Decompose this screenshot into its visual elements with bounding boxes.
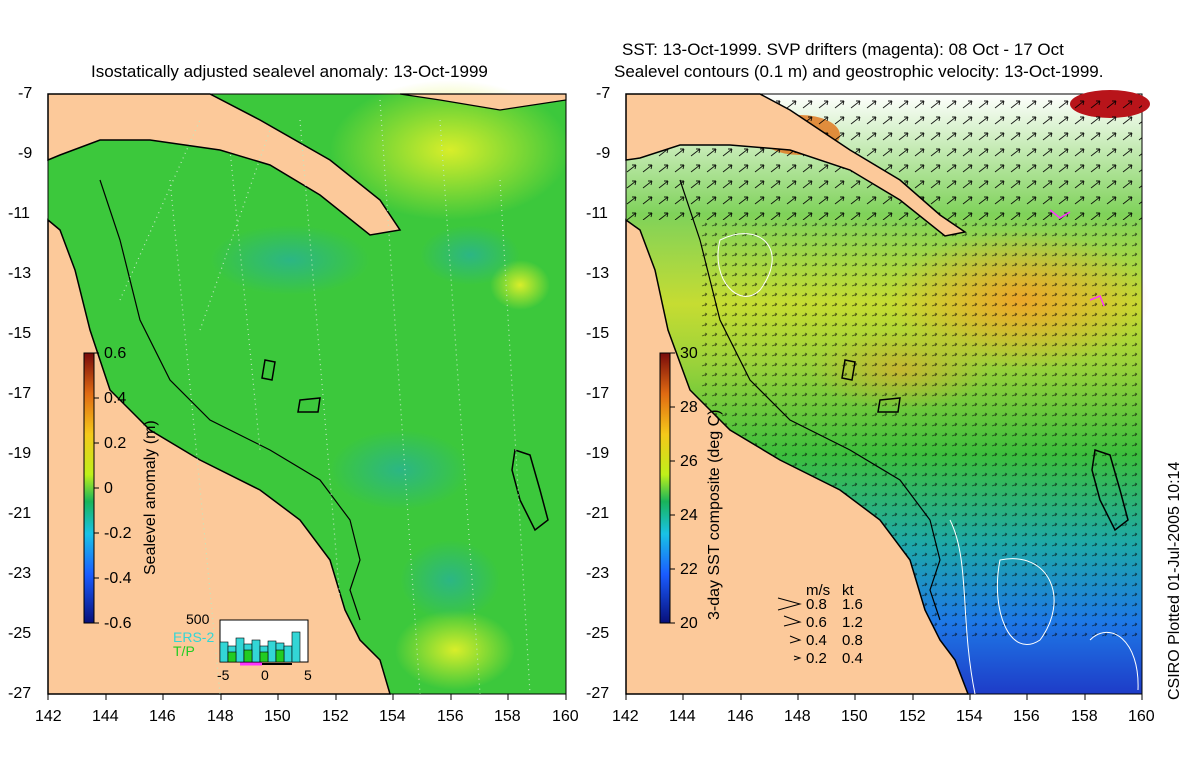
left-y-tick: -11: [8, 205, 30, 222]
velocity-legend-kt: 0.8: [842, 632, 863, 649]
left-x-tick: 150: [264, 708, 291, 725]
right-colorbar-tick: 26: [680, 453, 698, 470]
left-colorbar-tick: 0.2: [104, 435, 127, 452]
left-x-tick: 148: [207, 708, 234, 725]
right-x-tick: 146: [727, 708, 754, 725]
left-y-tick: -19: [8, 445, 32, 462]
left-x-tick: 152: [322, 708, 349, 725]
left-y-tick: -27: [8, 685, 32, 702]
right-x-tick: 150: [841, 708, 868, 725]
left-sealevel-map: [47, 80, 570, 695]
right-x-tick: 160: [1128, 708, 1155, 725]
right-map-title-line2: Sealevel contours (0.1 m) and geostrophi…: [614, 62, 1104, 81]
right-australia-landmass: [625, 218, 970, 695]
velocity-legend-arrows: [777, 597, 802, 661]
left-y-tick: -21: [8, 505, 32, 522]
left-y-tick: -13: [8, 265, 32, 282]
left-x-tick: 158: [494, 708, 521, 725]
left-x-tick: 154: [379, 708, 406, 725]
right-colorbar-label: 3-day SST composite (deg C): [706, 409, 723, 620]
left-y-tick: -9: [18, 145, 33, 162]
left-histogram-inset: [219, 619, 309, 666]
right-colorbar-tick: 22: [680, 561, 698, 578]
left-y-tick: -23: [8, 565, 32, 582]
right-x-tick: 156: [1013, 708, 1040, 725]
left-y-tick: -25: [8, 625, 32, 642]
histogram-max-label: 500: [186, 611, 210, 627]
velocity-legend-header-ms: m/s: [806, 582, 831, 599]
right-sst-map: [625, 90, 1150, 695]
right-y-tick: -17: [586, 385, 610, 402]
left-australia-landmass: [47, 218, 392, 695]
right-y-tick: -11: [586, 205, 608, 222]
left-x-tick: 144: [92, 708, 119, 725]
left-colorbar-label: Sealevel anomaly (m): [142, 420, 159, 575]
left-y-tick: -7: [18, 85, 33, 102]
velocity-legend-ms: 0.4: [806, 632, 827, 649]
credit-text: CSIRO Plotted 01-Jul-2005 10:14: [1166, 461, 1183, 700]
right-y-tick: -25: [586, 625, 610, 642]
velocity-legend-kt: 1.2: [842, 614, 863, 631]
right-colorbar: [659, 352, 671, 624]
right-x-tick: 142: [612, 708, 639, 725]
left-map-title: Isostatically adjusted sealevel anomaly:…: [91, 62, 488, 81]
left-colorbar-tick: -0.2: [104, 525, 132, 542]
right-colorbar-tick: 30: [680, 345, 698, 362]
velocity-legend-ms: 0.2: [806, 650, 827, 667]
left-colorbar-tick: 0.4: [104, 390, 127, 407]
histogram-x-tick: 0: [261, 667, 269, 683]
right-x-tick: 144: [669, 708, 696, 725]
velocity-legend-kt: 1.6: [842, 596, 863, 613]
right-map-title-line1: SST: 13-Oct-1999. SVP drifters (magenta)…: [622, 40, 1064, 59]
right-y-tick: -21: [586, 505, 610, 522]
right-y-tick: -9: [596, 145, 611, 162]
histogram-tp-label: T/P: [173, 643, 195, 659]
right-y-tick: -7: [596, 85, 611, 102]
right-colorbar-tick: 20: [680, 615, 698, 632]
right-y-tick: -19: [586, 445, 610, 462]
histogram-ers2-label: ERS-2: [173, 629, 215, 645]
left-colorbar-tick: 0.6: [104, 345, 127, 362]
left-x-tick: 156: [437, 708, 464, 725]
histogram-x-tick: -5: [217, 667, 230, 683]
right-png-landmass: [625, 93, 967, 237]
right-y-tick: -23: [586, 565, 610, 582]
left-x-tick: 160: [552, 708, 579, 725]
left-colorbar-tick: -0.4: [104, 570, 132, 587]
right-y-tick: -13: [586, 265, 610, 282]
left-satellite-tracks: [119, 99, 531, 695]
left-colorbar-tick: -0.6: [104, 615, 132, 632]
right-colorbar-tick: 28: [680, 399, 698, 416]
right-x-tick: 148: [784, 708, 811, 725]
right-x-tick: 158: [1071, 708, 1098, 725]
left-x-tick: 146: [149, 708, 176, 725]
velocity-legend-kt: 0.4: [842, 650, 863, 667]
left-colorbar: [83, 352, 95, 624]
svp-drifter-tracks: [1049, 209, 1105, 307]
left-y-tick: -17: [8, 385, 32, 402]
left-x-tick: 142: [35, 708, 62, 725]
left-png-landmass-east: [399, 93, 567, 111]
left-colorbar-tick: 0: [104, 480, 113, 497]
right-colorbar-tick: 24: [680, 507, 698, 524]
velocity-legend-ms: 0.6: [806, 614, 827, 631]
right-x-tick: 152: [899, 708, 926, 725]
right-y-tick: -15: [586, 325, 610, 342]
velocity-legend-ms: 0.8: [806, 596, 827, 613]
right-x-tick: 154: [956, 708, 983, 725]
velocity-legend-header-kt: kt: [842, 582, 854, 599]
left-y-tick: -15: [8, 325, 32, 342]
right-y-tick: -27: [586, 685, 610, 702]
left-png-landmass: [47, 93, 402, 236]
right-sealevel-contours: [717, 233, 1139, 695]
histogram-x-tick: 5: [304, 667, 312, 683]
